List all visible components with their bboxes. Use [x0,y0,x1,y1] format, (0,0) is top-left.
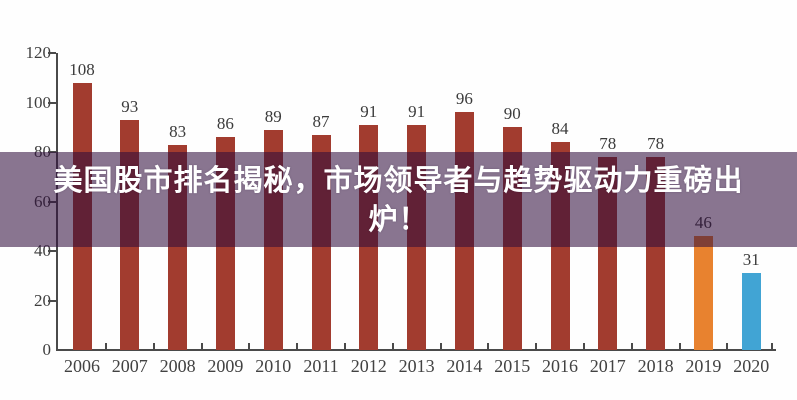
x-tick-label-2018: 2018 [637,356,674,376]
bar-2019 [693,236,713,350]
x-tick-label-2006: 2006 [64,356,100,376]
x-tick-mark [343,343,346,349]
x-tick-label-2009: 2009 [207,356,244,376]
x-tick-mark [630,343,633,349]
x-tick-mark [104,343,107,349]
x-tick-mark [678,343,681,349]
x-tick-label-2013: 2013 [398,356,435,376]
x-tick-label-2020: 2020 [733,356,770,376]
bar-value-label-2017: 78 [599,133,617,153]
x-tick-label-2012: 2012 [350,356,387,376]
y-tick-mark [48,299,56,302]
x-tick-mark [391,343,394,349]
bar-value-label-2013: 91 [408,101,426,121]
x-tick-mark [582,343,585,349]
title-overlay-band: 美国股市排名揭秘，市场领导者与趋势驱动力重磅出 炉！ [0,152,797,247]
bar-value-label-2018: 78 [647,133,665,153]
x-tick-mark [487,343,490,349]
y-tick-mark [48,52,56,54]
x-tick-label-2008: 2008 [159,356,196,376]
x-tick-mark [248,343,251,349]
bar-value-label-2012: 91 [360,101,378,121]
bar-value-label-2010: 89 [264,106,282,126]
x-tick-label-2017: 2017 [589,356,626,376]
x-axis-line [56,349,776,351]
bar-2020 [741,273,761,350]
x-tick-label-2015: 2015 [494,356,531,376]
bar-value-label-2009: 86 [216,114,234,134]
overlay-title-line1: 美国股市排名揭秘，市场领导者与趋势驱动力重磅出 [53,162,744,197]
y-tick-mark [48,101,56,104]
x-tick-label-2010: 2010 [255,356,292,376]
bar-value-label-2011: 87 [312,111,330,131]
x-tick-mark [200,343,203,349]
bar-value-label-2020: 31 [742,250,760,270]
x-tick-mark [535,343,538,349]
bar-value-label-2007: 93 [121,96,139,116]
y-tick-label: 0 [42,340,52,359]
y-tick-label: 20 [34,290,51,310]
overlay-title-line2: 炉！ [368,201,429,236]
y-tick-label: 100 [25,92,52,112]
x-tick-label-2016: 2016 [542,356,578,376]
x-tick-label-2007: 2007 [111,356,148,376]
x-tick-mark [152,343,155,349]
bar-value-label-2016: 84 [551,119,569,139]
x-tick-mark-end [771,343,773,349]
x-tick-mark [726,343,729,349]
x-tick-label-2011: 2011 [303,356,339,376]
bar-value-label-2006: 108 [69,59,95,79]
bar-value-label-2015: 90 [503,104,521,124]
x-tick-mark [296,343,299,349]
y-tick-mark [48,250,56,252]
y-tick-label: 120 [25,43,52,62]
bar-value-label-2014: 96 [455,89,473,109]
bar-value-label-2008: 83 [169,121,187,141]
x-tick-label-2014: 2014 [446,356,483,376]
x-tick-mark [439,343,442,349]
x-tick-label-2019: 2019 [685,356,722,376]
